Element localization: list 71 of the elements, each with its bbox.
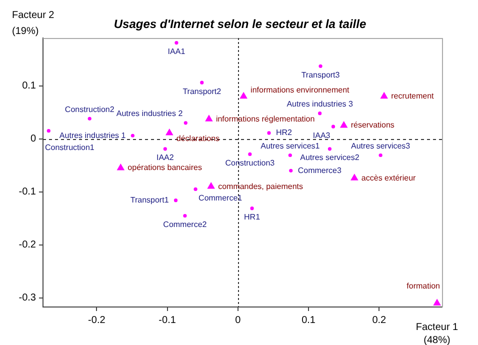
x-tick-label: 0.1 — [302, 314, 316, 326]
point — [88, 116, 92, 120]
series-label: opérations bancaires — [128, 163, 202, 172]
series-label: informations réglementation — [216, 114, 315, 124]
series-label: Autres services2 — [300, 153, 360, 162]
series-label: Transport3 — [301, 70, 340, 80]
series-label: commandes, paiements — [218, 182, 304, 191]
series-label: Commerce2 — [163, 220, 208, 229]
point — [205, 114, 213, 122]
point — [350, 174, 358, 180]
point — [267, 131, 271, 135]
series-label: Commerce3 — [298, 166, 342, 175]
point — [378, 153, 382, 158]
series-label: Transport2 — [182, 86, 222, 96]
point — [174, 198, 178, 202]
series-label: Autres industries 2 — [116, 109, 184, 118]
y-axis-title: Facteur 2 (19%) — [12, 10, 55, 37]
x-tick-label: -0.2 — [88, 314, 106, 326]
series-label: Commerce1 — [198, 193, 243, 202]
point — [340, 121, 348, 128]
series-label: Transport1 — [130, 196, 170, 205]
x-tick-label: -0.1 — [158, 314, 176, 326]
series-label: IAA1 — [168, 46, 186, 56]
series-label: IAA2 — [156, 153, 174, 162]
series-label: HR1 — [244, 212, 261, 222]
series-label: Autres industries 1 — [59, 130, 126, 140]
series-label: Autres services1 — [260, 141, 320, 150]
point — [248, 152, 252, 156]
y-tick-label: 0.1 — [22, 80, 36, 92]
series-label: recrutement — [391, 92, 435, 101]
point — [318, 112, 322, 116]
point — [433, 298, 441, 306]
point — [331, 124, 336, 128]
point — [380, 92, 388, 99]
x-axis-title: Facteur 1 (48%) — [416, 322, 459, 345]
series-label: IAA3 — [312, 130, 331, 140]
point — [130, 134, 134, 138]
point — [200, 80, 204, 84]
series-label: Construction3 — [225, 158, 276, 168]
y-tick-label: -0.3 — [18, 292, 36, 304]
point — [288, 153, 292, 158]
x-tick-label: 0 — [235, 314, 242, 326]
x-tick-label: 0.2 — [372, 314, 387, 326]
series-label: Autres services3 — [350, 141, 411, 150]
chart-title: Usages d'Internet selon le secteur et la taille — [114, 17, 366, 31]
point — [328, 147, 332, 151]
point — [207, 182, 215, 189]
point — [183, 214, 187, 218]
series-label: accès extérieur — [361, 173, 416, 182]
y-tick-label: 0 — [30, 134, 36, 145]
series-label: informations environnement — [250, 86, 350, 95]
point — [289, 168, 293, 172]
y-tick-label: -0.1 — [18, 186, 36, 198]
point — [250, 206, 254, 210]
series-label: Autres industries 3 — [286, 100, 354, 109]
series-label: HR2 — [276, 128, 293, 138]
series-label: formation — [406, 281, 440, 290]
point — [184, 121, 188, 125]
point — [318, 64, 322, 68]
point — [194, 187, 198, 192]
point — [166, 128, 174, 136]
point — [240, 92, 248, 99]
series-label: réservations — [350, 120, 394, 130]
series-label: Construction2 — [64, 104, 115, 114]
point — [163, 147, 167, 151]
point — [116, 163, 125, 170]
series-label: déclarations — [176, 134, 220, 144]
point — [174, 40, 178, 45]
series-label: Construction1 — [45, 143, 95, 152]
point — [46, 129, 50, 133]
y-tick-label: -0.2 — [18, 240, 36, 251]
